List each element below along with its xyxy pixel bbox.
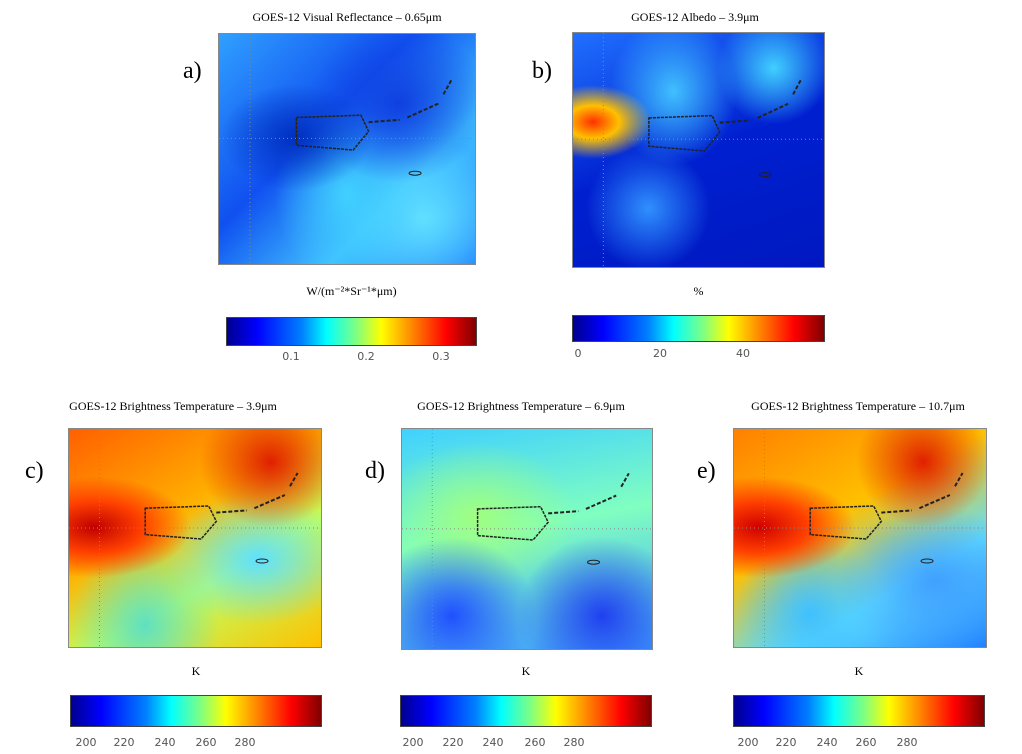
colorbar-unit: K [854, 664, 864, 678]
colorbar-tick-label: 220 [442, 736, 464, 749]
colorbar-unit: K [521, 664, 531, 678]
colorbar-tick-label: 240 [482, 736, 504, 749]
colorbar-tick-label: 260 [855, 736, 877, 749]
colorbar-tick-label: 280 [896, 736, 918, 749]
colorbar [733, 695, 985, 727]
colorbar-tick-label: 240 [816, 736, 838, 749]
colorbar-tick-label: 0.2 [357, 350, 375, 363]
colorbar-tick-label: 200 [737, 736, 759, 749]
panel-label: e) [697, 458, 716, 484]
satellite-image [572, 32, 825, 268]
panel-title: GOES-12 Albedo – 3.9μm [631, 10, 759, 24]
colorbar-tick-label: 0.1 [282, 350, 300, 363]
colorbar [400, 695, 652, 727]
satellite-image [401, 428, 653, 650]
colorbar-tick-label: 0.3 [432, 350, 450, 363]
colorbar-tick-label: 220 [775, 736, 797, 749]
coastline [69, 429, 321, 647]
panel-label: d) [365, 458, 385, 484]
panel-label: a) [183, 58, 202, 84]
colorbar-tick-label: 200 [75, 736, 97, 749]
colorbar-tick-label: 280 [234, 736, 256, 749]
panel-title: GOES-12 Brightness Temperature – 6.9μm [417, 399, 625, 413]
panel-title: GOES-12 Brightness Temperature – 3.9μm [69, 399, 277, 413]
satellite-image [218, 33, 476, 265]
coastline [402, 429, 652, 649]
colorbar-unit: % [693, 284, 704, 298]
colorbar [572, 315, 825, 342]
colorbar-tick-label: 40 [736, 347, 750, 360]
coastline [734, 429, 986, 647]
panel-label: c) [25, 458, 44, 484]
colorbar-tick-label: 260 [195, 736, 217, 749]
coastline [573, 33, 824, 267]
colorbar [70, 695, 322, 727]
colorbar-tick-label: 220 [113, 736, 135, 749]
colorbar-unit: K [191, 664, 201, 678]
panel-title: GOES-12 Brightness Temperature – 10.7μm [751, 399, 965, 413]
coastline [219, 34, 475, 264]
satellite-image [68, 428, 322, 648]
colorbar-tick-label: 240 [154, 736, 176, 749]
colorbar-unit: W/(m⁻²*Sr⁻¹*μm) [306, 284, 397, 298]
colorbar-tick-label: 200 [402, 736, 424, 749]
panel-title: GOES-12 Visual Reflectance – 0.65μm [252, 10, 442, 24]
panel-label: b) [532, 58, 552, 84]
colorbar-tick-label: 280 [563, 736, 585, 749]
colorbar-tick-label: 260 [524, 736, 546, 749]
colorbar-tick-label: 0 [574, 347, 582, 360]
colorbar-tick-label: 20 [653, 347, 667, 360]
colorbar [226, 317, 477, 346]
satellite-image [733, 428, 987, 648]
